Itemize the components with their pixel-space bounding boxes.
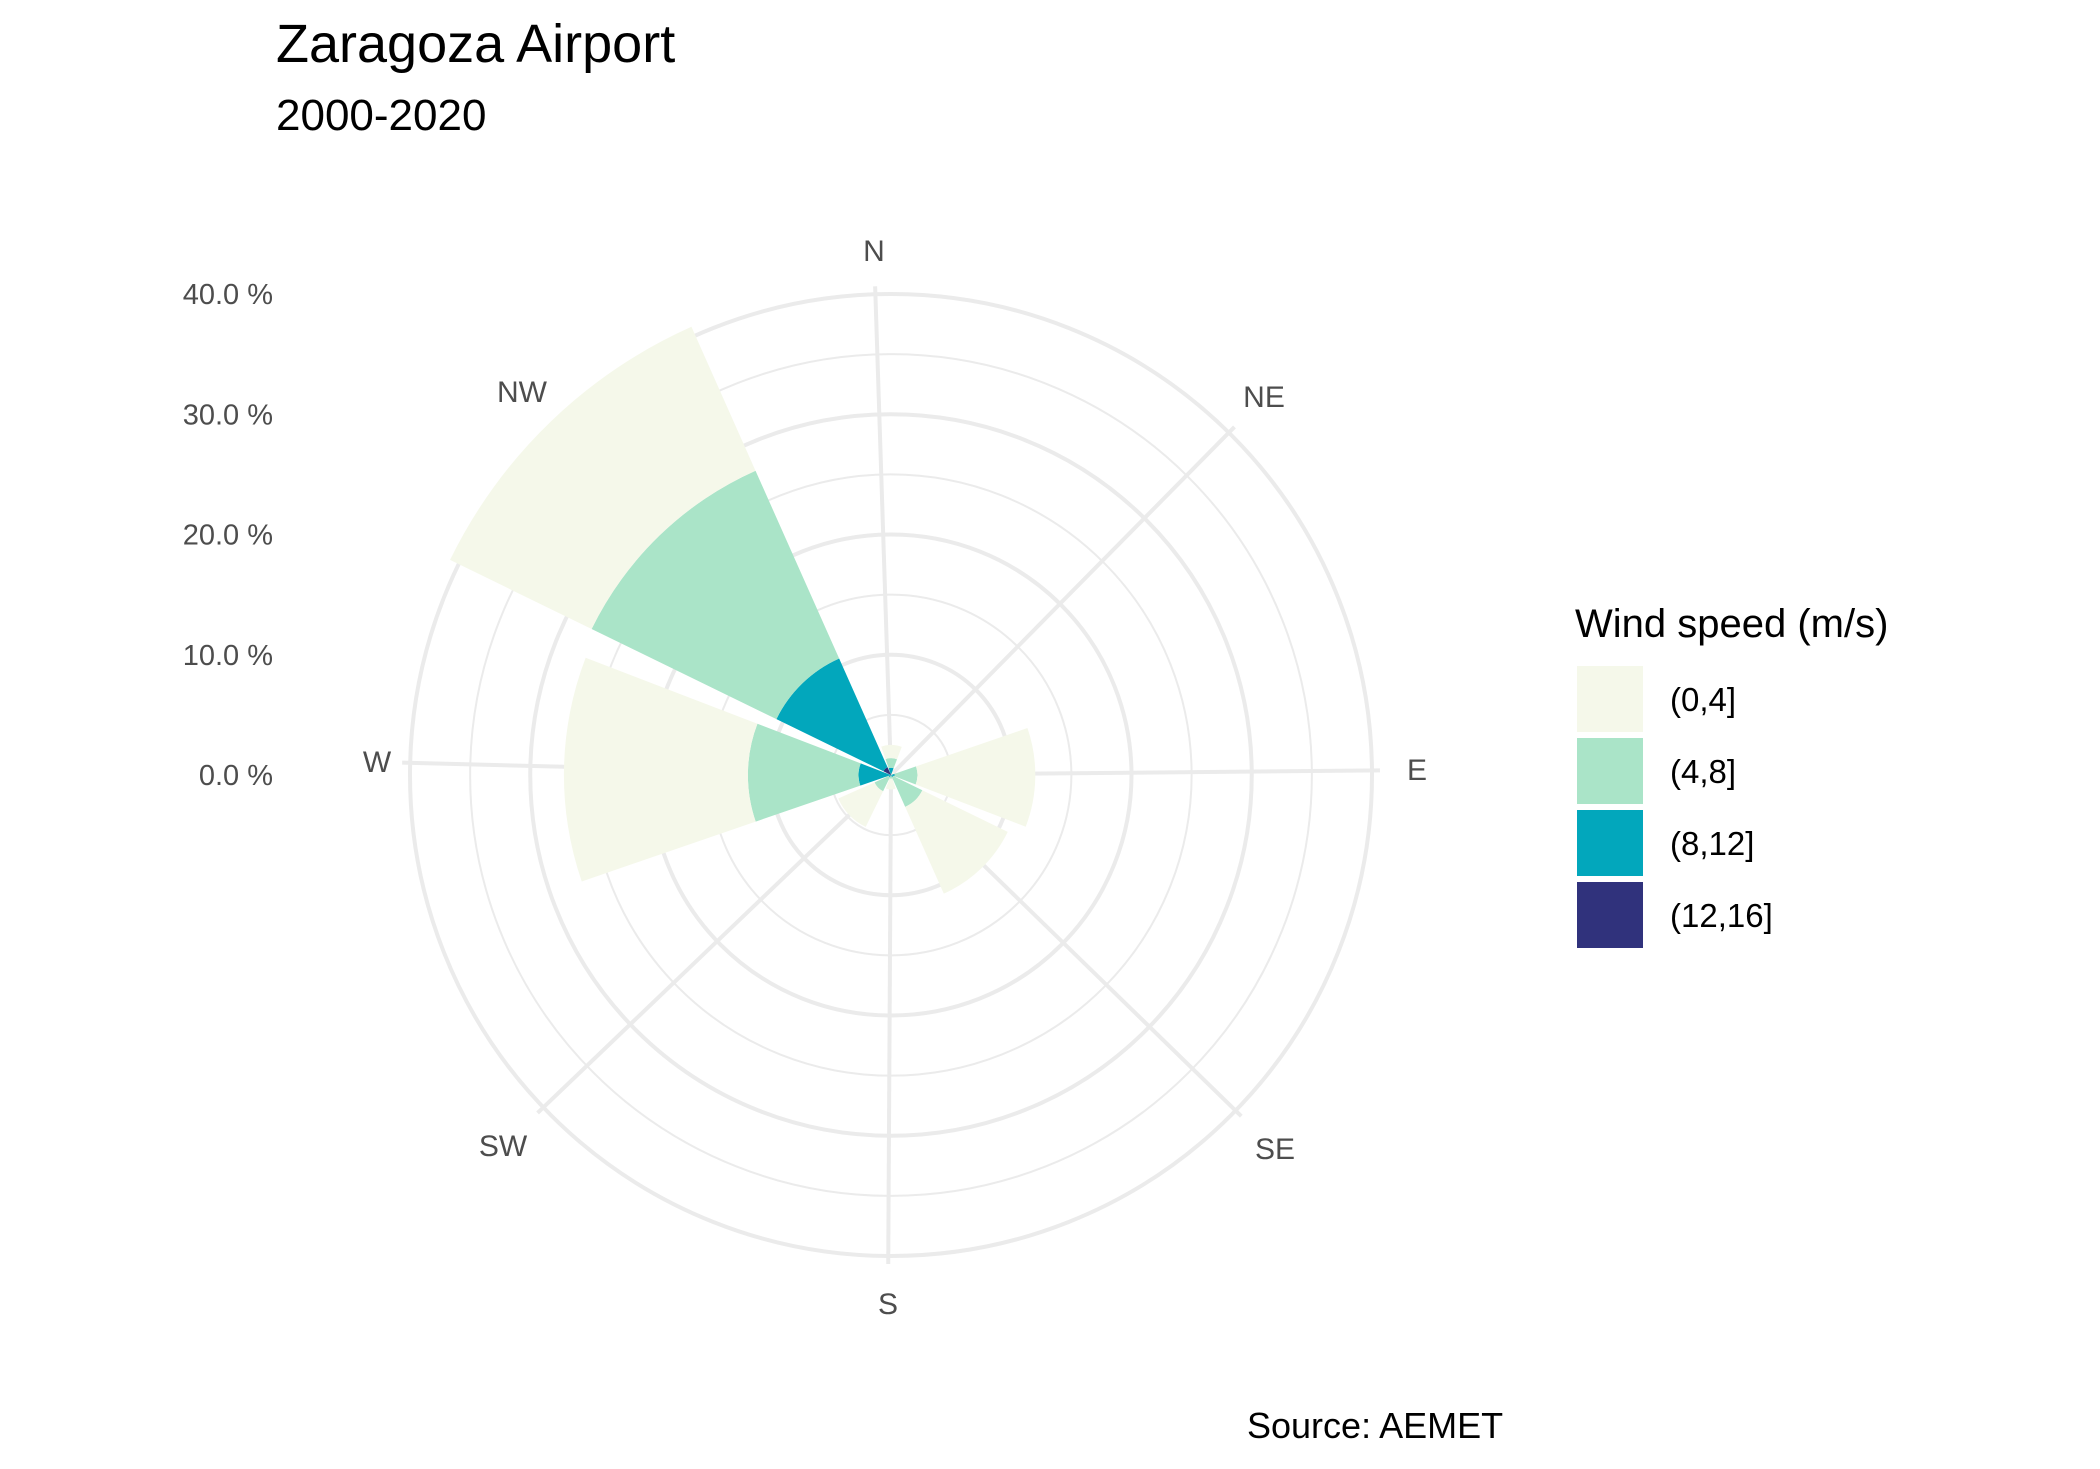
direction-label-e: E — [1407, 754, 1427, 787]
bar-w-series-2 — [858, 763, 890, 786]
bar-w-series-0 — [563, 657, 758, 882]
y-axis-ticks: 0.0 % 10.0 % 20.0 % 30.0 % 40.0 % — [183, 279, 273, 792]
direction-label-se: SE — [1255, 1133, 1295, 1166]
direction-labels: N NE E SE S SW W NW — [363, 235, 1427, 1321]
bar-e-series-2 — [891, 773, 895, 777]
bar-sw-series-2 — [888, 775, 891, 778]
legend-key — [1577, 738, 1643, 804]
bar-sw-series-1 — [874, 775, 890, 792]
grid-ring-minor — [469, 353, 1313, 1197]
direction-label-sw: SW — [479, 1130, 528, 1163]
legend-label: (8,12] — [1670, 825, 1754, 862]
chart-subtitle: 2000-2020 — [276, 91, 486, 140]
direction-label-w: W — [363, 746, 392, 779]
bar-nw-series-3 — [883, 767, 891, 775]
legend: (0,4] (4,8] (8,12] (12,16] — [1577, 666, 1773, 948]
bar-ne-series-0 — [891, 771, 895, 775]
bar-s-series-1 — [889, 775, 893, 779]
y-tick-label: 10.0 % — [183, 640, 273, 672]
grid-spoke-ne — [889, 425, 1236, 777]
bar-s-series-0 — [885, 778, 896, 790]
y-tick-label: 30.0 % — [183, 399, 273, 431]
direction-label-ne: NE — [1243, 381, 1285, 414]
legend-label: (12,16] — [1670, 897, 1773, 934]
bar-e-series-0 — [915, 728, 1036, 827]
direction-label-nw: NW — [497, 376, 548, 409]
y-tick-label: 40.0 % — [183, 279, 273, 311]
y-tick-label: 20.0 % — [183, 520, 273, 552]
legend-label: (4,8] — [1670, 753, 1736, 790]
bar-nw-series-1 — [591, 470, 840, 720]
bar-n-series-2 — [888, 767, 894, 775]
y-tick-label: 0.0 % — [199, 760, 273, 792]
grid-spoke-n — [873, 286, 893, 776]
bar-n-series-1 — [885, 758, 898, 769]
direction-label-s: S — [878, 1288, 898, 1321]
direction-label-n: N — [863, 235, 885, 268]
bar-se-series-0 — [905, 790, 1008, 894]
chart-caption: Source: AEMET — [1247, 1405, 1503, 1446]
wind-bars — [450, 326, 1036, 894]
legend-key — [1577, 666, 1643, 732]
bar-e-series-1 — [894, 766, 918, 785]
bar-nw-series-0 — [450, 326, 756, 629]
chart-title: Zaragoza Airport — [276, 14, 675, 74]
legend-key — [1577, 882, 1643, 948]
legend-label: (0,4] — [1670, 681, 1736, 718]
bar-nw-series-2 — [776, 658, 888, 772]
grid-ring-major — [408, 292, 1374, 1258]
bar-sw-series-0 — [838, 782, 884, 827]
bar-se-series-1 — [891, 776, 923, 807]
bar-w-series-3 — [889, 774, 891, 776]
legend-key — [1577, 810, 1643, 876]
grid-spoke-sw — [536, 773, 893, 1115]
grid-ring-major — [528, 412, 1254, 1138]
bar-se-series-2 — [891, 775, 894, 778]
grid-spoke-s — [886, 774, 893, 1265]
legend-title: Wind speed (m/s) — [1575, 602, 1888, 646]
bar-n-series-0 — [881, 744, 902, 760]
bar-w-series-1 — [747, 723, 861, 822]
